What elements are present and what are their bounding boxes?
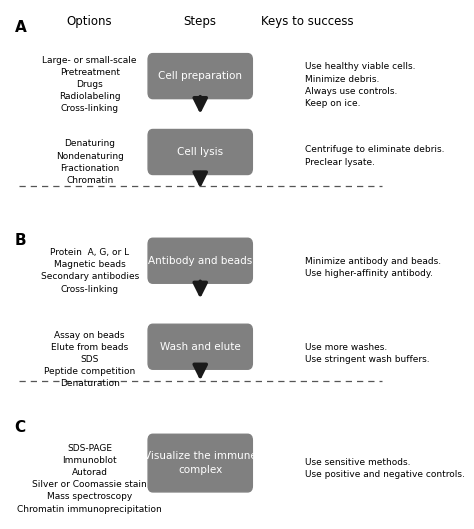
Text: Use more washes.
Use stringent wash buffers.: Use more washes. Use stringent wash buff… xyxy=(305,343,429,364)
FancyBboxPatch shape xyxy=(148,434,252,492)
Text: Cell preparation: Cell preparation xyxy=(158,71,242,81)
Text: Protein  A, G, or L
Magnetic beads
Secondary antibodies
Cross-linking: Protein A, G, or L Magnetic beads Second… xyxy=(41,248,139,294)
Text: Keys to success: Keys to success xyxy=(261,15,353,29)
Text: SDS-PAGE
Immunoblot
Autorad
Silver or Coomassie stain
Mass spectroscopy
Chromati: SDS-PAGE Immunoblot Autorad Silver or Co… xyxy=(17,444,162,514)
Text: Large- or small-scale
Pretreatment
Drugs
Radiolabeling
Cross-linking: Large- or small-scale Pretreatment Drugs… xyxy=(42,56,137,114)
Text: Steps: Steps xyxy=(184,15,217,29)
Text: Options: Options xyxy=(67,15,112,29)
Text: Centrifuge to eliminate debris.
Preclear lysate.: Centrifuge to eliminate debris. Preclear… xyxy=(305,145,444,167)
Text: Use healthy viable cells.
Minimize debris.
Always use controls.
Keep on ice.: Use healthy viable cells. Minimize debri… xyxy=(305,62,415,108)
Text: Visualize the immune
complex: Visualize the immune complex xyxy=(144,451,256,475)
Text: B: B xyxy=(15,233,26,248)
Text: A: A xyxy=(15,21,27,35)
Text: Antibody and beads: Antibody and beads xyxy=(148,256,252,266)
Text: Denaturing
Nondenaturing
Fractionation
Chromatin: Denaturing Nondenaturing Fractionation C… xyxy=(56,139,124,185)
Text: C: C xyxy=(15,420,26,435)
Text: Assay on beads
Elute from beads
SDS
Peptide competition
Denaturation: Assay on beads Elute from beads SDS Pept… xyxy=(44,331,135,388)
FancyBboxPatch shape xyxy=(148,238,252,283)
FancyBboxPatch shape xyxy=(148,53,252,98)
Text: Wash and elute: Wash and elute xyxy=(160,342,241,352)
Text: Minimize antibody and beads.
Use higher-affinity antibody.: Minimize antibody and beads. Use higher-… xyxy=(305,257,441,278)
FancyBboxPatch shape xyxy=(148,130,252,175)
FancyBboxPatch shape xyxy=(148,324,252,369)
Text: Use sensitive methods.
Use positive and negative controls.: Use sensitive methods. Use positive and … xyxy=(305,458,465,479)
Text: Cell lysis: Cell lysis xyxy=(177,147,223,157)
